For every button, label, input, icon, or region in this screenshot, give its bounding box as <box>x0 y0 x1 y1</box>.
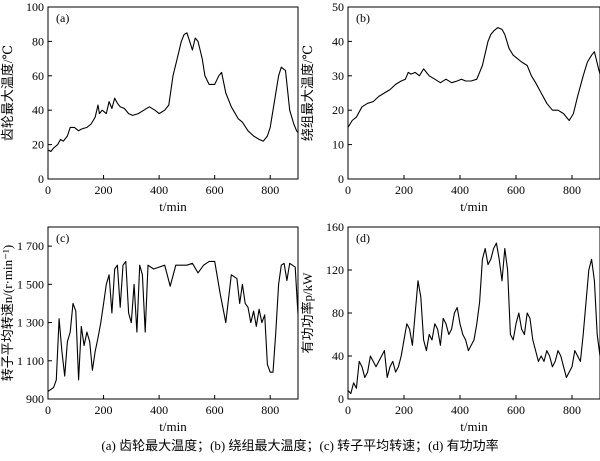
x-axis-label: t/min <box>460 199 488 214</box>
x-tick-label: 400 <box>150 403 168 417</box>
x-tick-label: 0 <box>345 183 351 197</box>
x-tick-label: 0 <box>45 403 51 417</box>
series-line-1 <box>348 27 600 128</box>
y-tick-label: 900 <box>26 392 44 406</box>
y-axis-label: 绕组最大温度/℃ <box>300 45 315 141</box>
x-tick-label: 800 <box>261 183 279 197</box>
figure-caption: (a) 齿轮最大温度；(b) 绕组最大温度；(c) 转子平均转速；(d) 有功功… <box>101 438 498 454</box>
x-tick-label: 600 <box>507 403 525 417</box>
y-tick-label: 120 <box>326 263 344 277</box>
plot-frame <box>47 6 299 180</box>
y-tick-label: 50 <box>332 0 344 14</box>
chart-panel-2: 0 200 400 600 800 0 10 20 30 40 50 (b) t/min 绕组最大温度/℃ <box>300 0 600 214</box>
y-tick-label: 80 <box>32 34 44 48</box>
panel-label: (d) <box>356 231 370 245</box>
y-tick-label: 40 <box>332 34 344 48</box>
y-tick-label: 1 500 <box>17 277 44 291</box>
plot-frame <box>47 226 299 400</box>
series-line-1 <box>48 32 298 153</box>
x-tick-label: 0 <box>45 183 51 197</box>
x-tick-label: 600 <box>206 183 224 197</box>
y-tick-label: 60 <box>32 69 44 83</box>
y-tick-label: 20 <box>332 103 344 117</box>
y-tick-label: 160 <box>326 220 344 234</box>
y-tick-label: 1 100 <box>17 354 44 368</box>
y-tick-label: 0 <box>338 172 344 186</box>
y-tick-label: 1 700 <box>17 239 44 253</box>
series-line-1 <box>348 242 600 395</box>
y-axis-label: 转子平均转速n/(r·min⁻¹) <box>0 245 15 381</box>
plot-frame <box>347 226 600 400</box>
x-tick-label: 0 <box>345 403 351 417</box>
x-tick-label: 800 <box>261 403 279 417</box>
x-tick-label: 200 <box>95 183 113 197</box>
y-tick-label: 100 <box>26 0 44 14</box>
x-tick-label: 600 <box>206 403 224 417</box>
x-tick-label: 800 <box>563 403 581 417</box>
x-axis-label: t/min <box>159 199 187 214</box>
x-axis-label: t/min <box>159 419 187 434</box>
x-tick-label: 800 <box>563 183 581 197</box>
x-tick-label: 600 <box>507 183 525 197</box>
y-tick-label: 40 <box>332 349 344 363</box>
x-tick-label: 400 <box>150 183 168 197</box>
chart-panel-1: 0 200 400 600 800 0 20 40 60 80 100 (a) t/min 齿轮最大温度/… <box>0 0 299 214</box>
y-axis-label: 齿轮最大温度/℃ <box>0 45 15 141</box>
y-tick-label: 0 <box>338 392 344 406</box>
y-tick-label: 20 <box>32 138 44 152</box>
x-tick-label: 200 <box>95 403 113 417</box>
panel-label: (c) <box>56 231 69 245</box>
chart-panel-3: 0 200 400 600 800 900 1 100 1 300 1 500 1 700 (c) t… <box>0 226 299 434</box>
x-tick-label: 200 <box>395 183 413 197</box>
x-axis-label: t/min <box>460 419 488 434</box>
panel-label: (b) <box>356 11 370 25</box>
x-tick-label: 400 <box>451 183 469 197</box>
plot-frame <box>347 6 600 180</box>
y-tick-label: 1 300 <box>17 316 44 330</box>
y-tick-label: 10 <box>332 138 344 152</box>
y-axis-label: 有功功率p/kW <box>300 272 315 354</box>
x-tick-label: 200 <box>395 403 413 417</box>
y-tick-label: 0 <box>38 172 44 186</box>
chart-panel-4: 0 200 400 600 800 0 40 80 120 160 (d) t/min 有功功率p/kW <box>300 220 600 434</box>
y-tick-label: 80 <box>332 306 344 320</box>
y-tick-label: 40 <box>32 103 44 117</box>
y-tick-label: 30 <box>332 69 344 83</box>
panel-label: (a) <box>56 11 69 25</box>
series-line-1 <box>48 260 298 392</box>
x-tick-label: 400 <box>451 403 469 417</box>
